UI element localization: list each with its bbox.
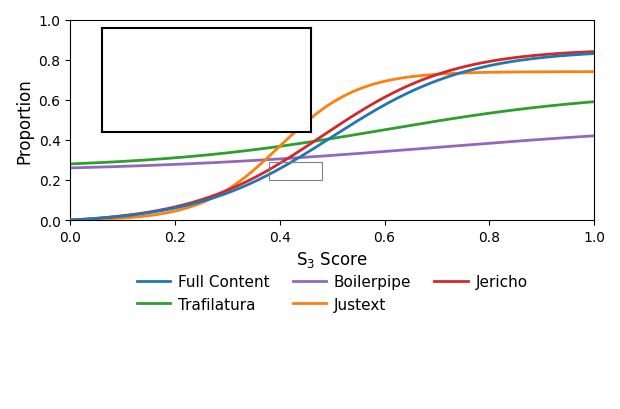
Y-axis label: Proportion: Proportion	[15, 78, 33, 163]
X-axis label: S$_3$ Score: S$_3$ Score	[296, 250, 368, 270]
Legend: Full Content, Trafilatura, Boilerpipe, Justext, Jericho: Full Content, Trafilatura, Boilerpipe, J…	[131, 268, 534, 318]
Bar	[269, 162, 322, 180]
